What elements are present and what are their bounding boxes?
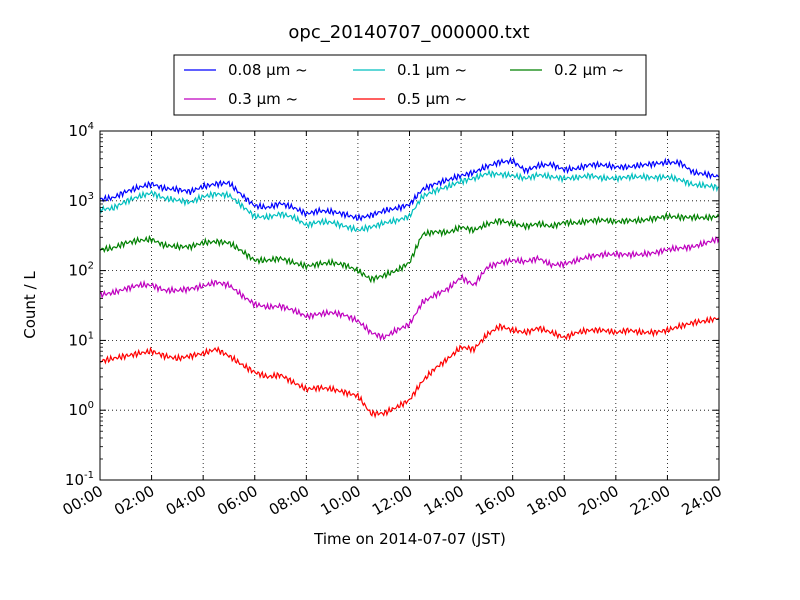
series-line <box>99 169 720 233</box>
chart-title: opc_20140707_000000.txt <box>288 22 529 43</box>
legend-box <box>173 54 647 116</box>
legend-label: 0.08 μm ~ <box>228 61 308 79</box>
legend-label: 0.1 μm ~ <box>397 61 467 79</box>
series-group <box>99 156 720 419</box>
y-tick-labels: 10-1 100 101 102 103 104 <box>65 121 94 489</box>
legend-label: 0.3 μm ~ <box>228 90 298 108</box>
legend-label: 0.5 μm ~ <box>397 90 467 108</box>
y-tick-label: 104 <box>69 121 94 140</box>
y-tick-label: 103 <box>69 191 94 210</box>
series-line <box>99 156 720 222</box>
series-line <box>100 315 720 419</box>
y-tick-label: 100 <box>69 400 94 419</box>
legend: 0.08 μm ~ 0.1 μm ~ 0.2 μm ~ 0.3 μm ~ 0.5 μm … <box>173 54 647 116</box>
tick-marks <box>99 130 720 481</box>
y-tick-label: 102 <box>69 261 94 280</box>
series-line <box>99 211 720 284</box>
x-axis-label: Time on 2014-07-07 (JST) <box>313 530 506 548</box>
legend-label: 0.2 μm ~ <box>554 61 624 79</box>
y-axis-label: Count / L <box>21 271 39 339</box>
y-tick-label: 101 <box>69 330 94 349</box>
series-line <box>99 236 720 342</box>
y-tick-label: 10-1 <box>65 470 94 489</box>
